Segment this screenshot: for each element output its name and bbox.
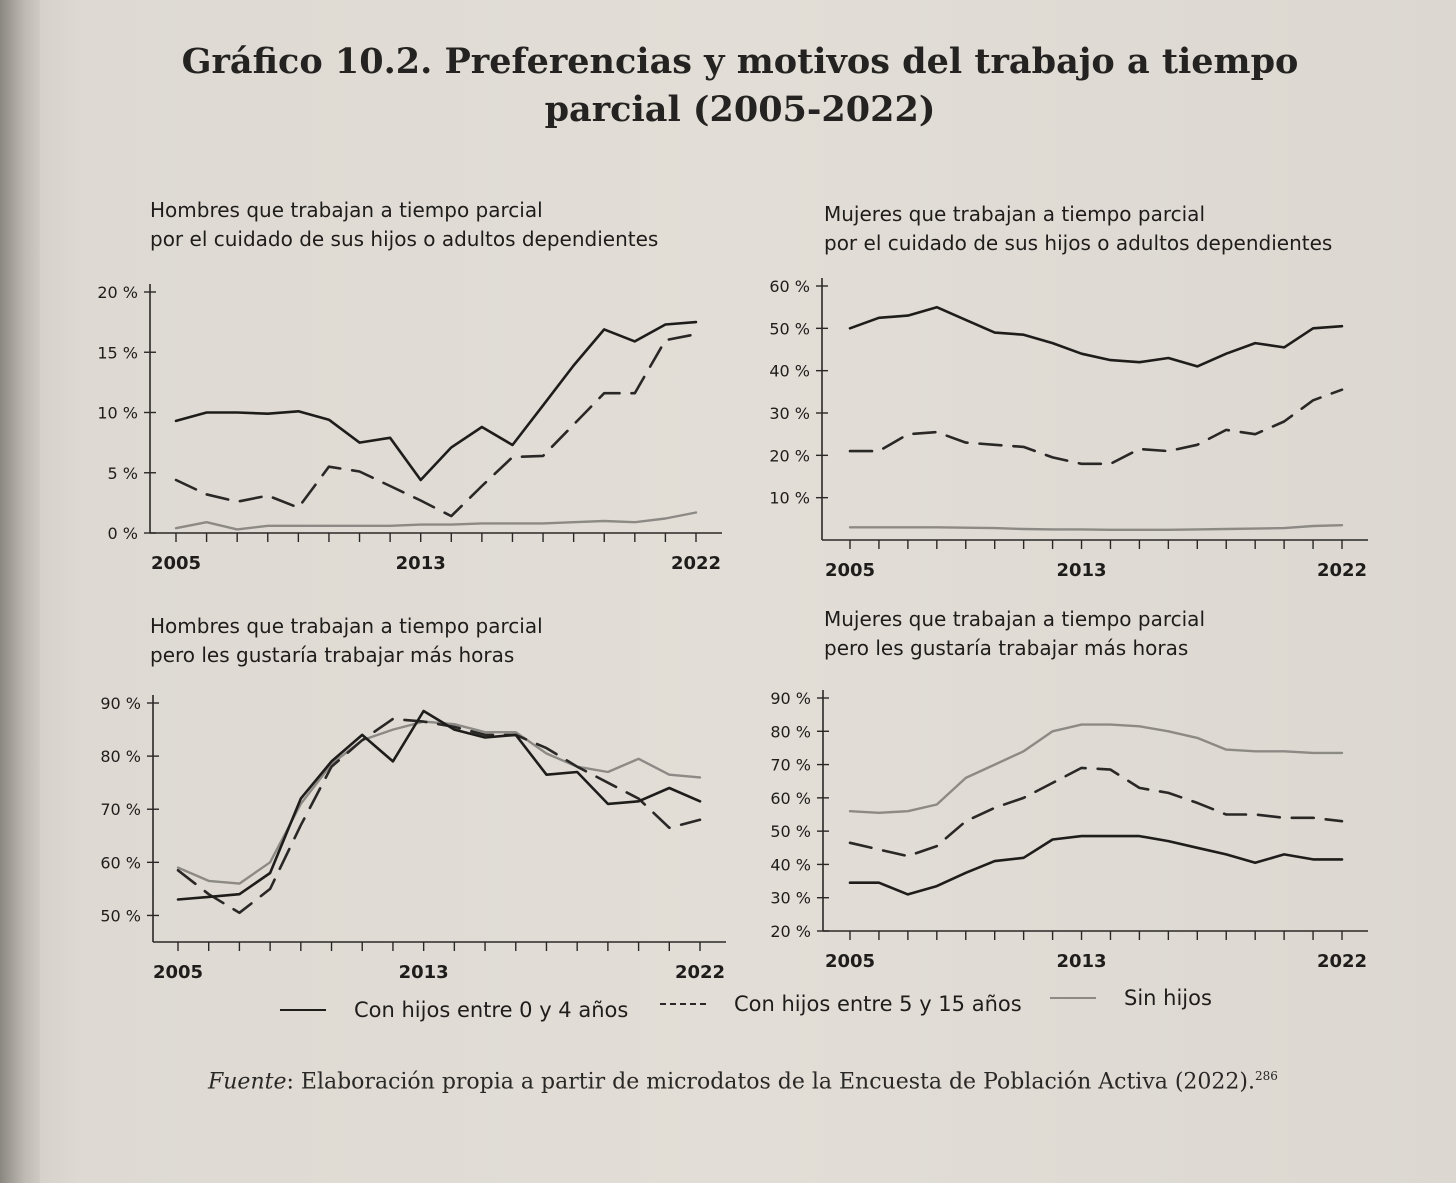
x-tick-label-2005: 2005 — [151, 553, 201, 574]
book-spine-shadow — [0, 0, 40, 1183]
x-tick-label-2022: 2022 — [1317, 951, 1367, 972]
y-tick-label-30: 30 % — [769, 404, 810, 423]
x-tick-label-2005: 2005 — [825, 560, 875, 581]
figure-title: Gráfico 10.2. Preferencias y motivos del… — [181, 41, 1299, 130]
series-line-solid — [848, 305, 1344, 368]
y-tick-label-10: 10 % — [769, 489, 810, 508]
x-tick-label-2022: 2022 — [1317, 560, 1367, 581]
y-tick-label-30: 30 % — [770, 889, 811, 908]
x-tick-label-2013: 2013 — [399, 962, 449, 983]
legend-label-0-4: Con hijos entre 0 y 4 años — [354, 998, 629, 1022]
chart-panel-men-more-hours: 2005 2013 2022 50 % 60 % 70 % 80 % 90 % — [100, 694, 726, 983]
y-tick-label-80: 80 % — [100, 747, 141, 766]
series-line-gray — [176, 720, 702, 885]
source-note: Fuente: Elaboración propia a partir de m… — [208, 1058, 1308, 1100]
y-tick-label-50: 50 % — [770, 822, 811, 841]
series-line-solid — [176, 709, 702, 901]
x-tick-label-2022: 2022 — [671, 553, 721, 574]
series-line-dash — [848, 388, 1344, 466]
y-tick-label-40: 40 % — [770, 855, 811, 874]
x-tick-label-2013: 2013 — [396, 553, 446, 574]
y-tick-label-70: 70 % — [100, 800, 141, 819]
series-line-dash — [176, 717, 702, 915]
legend: Con hijos entre 0 y 4 años Con hijos ent… — [280, 986, 1280, 1030]
y-tick-label-90: 90 % — [100, 694, 141, 713]
legend-swatch-gray — [1050, 997, 1096, 999]
panel-title-women-more-hours: Mujeres que trabajan a tiempo parcial pe… — [824, 607, 1205, 660]
series-line-gray — [848, 524, 1344, 531]
panel-title-men-care: Hombres que trabajan a tiempo parcial po… — [150, 198, 659, 251]
footnote-marker: 286 — [1255, 1069, 1278, 1083]
y-tick-label-5: 5 % — [108, 464, 138, 483]
series-line-solid — [174, 320, 698, 482]
y-tick-label-0: 0 % — [108, 524, 138, 543]
y-tick-label-20: 20 % — [770, 922, 811, 941]
legend-item-0-4: Con hijos entre 0 y 4 años — [280, 998, 628, 1022]
panel-title-men-more-hours: Hombres que trabajan a tiempo parcial pe… — [150, 614, 543, 667]
source-label: Fuente — [208, 1069, 287, 1095]
y-tick-label-20: 20 % — [97, 283, 138, 302]
series-line-gray — [848, 723, 1344, 814]
y-tick-label-10: 10 % — [97, 404, 138, 423]
legend-item-5-15: Con hijos entre 5 y 15 años — [660, 992, 1022, 1016]
y-tick-label-70: 70 % — [770, 756, 811, 775]
y-tick-label-50: 50 % — [100, 906, 141, 925]
y-tick-label-90: 90 % — [770, 689, 811, 708]
legend-label-no-children: Sin hijos — [1124, 986, 1212, 1010]
x-tick-label-2013: 2013 — [1056, 560, 1106, 581]
y-tick-label-60: 60 % — [770, 789, 811, 808]
panel-title-women-care: Mujeres que trabajan a tiempo parcial po… — [824, 202, 1333, 255]
series-line-dash — [174, 332, 698, 518]
series-line-gray — [174, 511, 698, 531]
chart-panel-men-care: 2005 2013 2022 0 % 5 % 10 % 15 % 20 % — [97, 283, 722, 574]
x-tick-label-2005: 2005 — [153, 962, 203, 983]
source-text: : Elaboración propia a partir de microda… — [286, 1069, 1255, 1095]
y-tick-label-50: 50 % — [769, 319, 810, 338]
legend-item-no-children: Sin hijos — [1050, 986, 1212, 1010]
legend-label-5-15: Con hijos entre 5 y 15 años — [734, 992, 1022, 1016]
series-line-solid — [848, 834, 1344, 896]
book-page — [40, 0, 1456, 1183]
y-tick-label-60: 60 % — [100, 853, 141, 872]
y-tick-label-80: 80 % — [770, 722, 811, 741]
y-tick-label-15: 15 % — [97, 343, 138, 362]
chart-panel-women-more-hours: 2005 2013 2022 20 % 30 % 40 % 50 % 60 % 70 % 80 %… — [770, 689, 1368, 972]
legend-swatch-dash — [660, 1003, 706, 1005]
x-tick-label-2005: 2005 — [825, 951, 875, 972]
y-tick-label-20: 20 % — [769, 446, 810, 465]
series-line-dash — [848, 766, 1344, 858]
x-tick-label-2013: 2013 — [1056, 951, 1106, 972]
y-tick-label-40: 40 % — [769, 362, 810, 381]
x-tick-label-2022: 2022 — [675, 962, 725, 983]
legend-swatch-solid — [280, 1009, 326, 1011]
y-tick-label-60: 60 % — [769, 277, 810, 296]
chart-panel-women-care: 2005 2013 2022 10 % 20 % 30 % 40 % 50 % 60 % — [769, 277, 1368, 581]
